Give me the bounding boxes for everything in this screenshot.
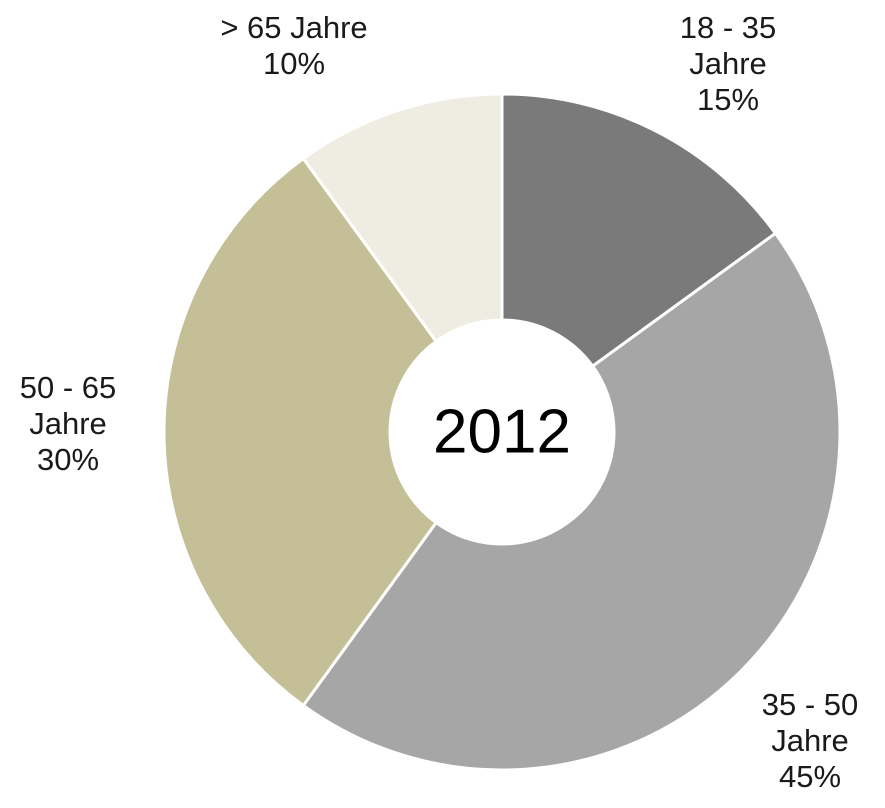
slice-label-2: 50 - 65 Jahre 30%: [20, 370, 117, 477]
slice-label-1: 35 - 50 Jahre 45%: [762, 687, 859, 794]
donut-slice-3: [301, 92, 504, 344]
slice-labels: 18 - 35 Jahre 15% 35 - 50 Jahre 45% 50 - 65 Jah…: [20, 10, 859, 794]
donut-slice-0: [500, 92, 778, 369]
donut-slices: [162, 92, 842, 772]
slice-label-3: > 65 Jahre 10%: [220, 10, 367, 81]
donut-slice-1: [301, 231, 842, 772]
donut-slice-2: [162, 156, 439, 708]
slice-label-0: 18 - 35 Jahre 15%: [680, 10, 777, 117]
center-year-label: 2012: [433, 398, 571, 467]
